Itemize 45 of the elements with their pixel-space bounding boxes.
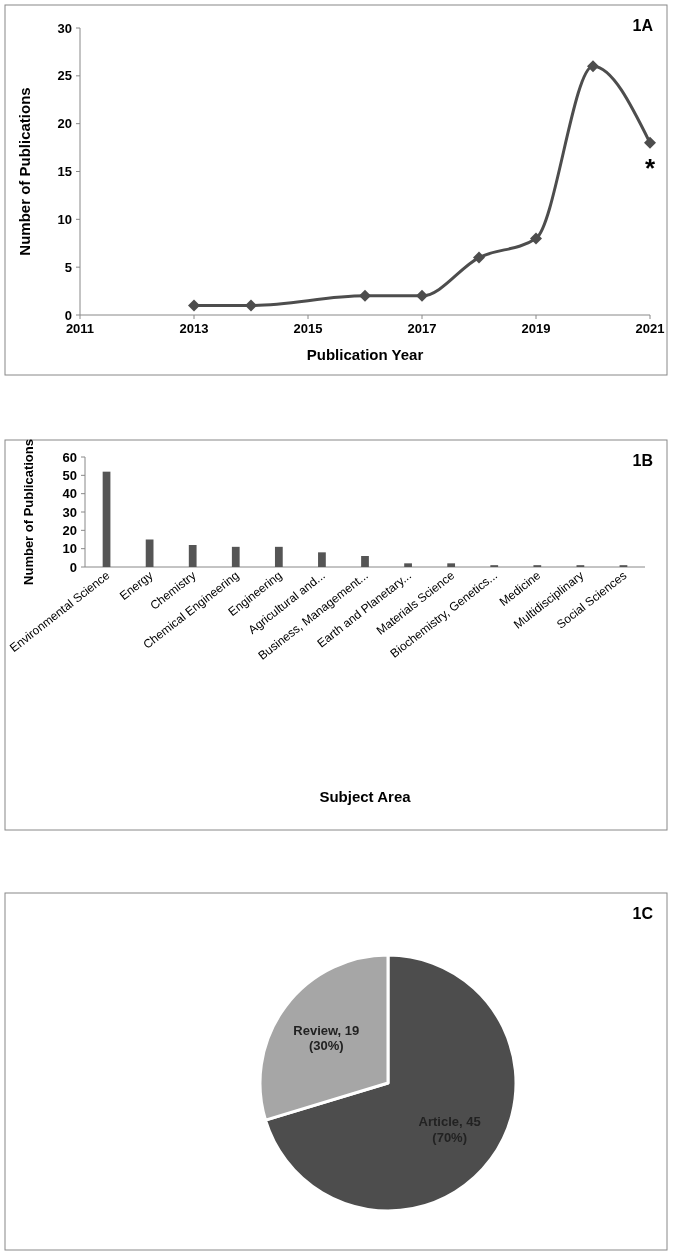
x-tick-label: 2021	[635, 321, 665, 336]
y-tick-label: 40	[62, 486, 77, 502]
y-tick-label: 0	[64, 307, 72, 323]
x-tick-label: 2015	[293, 321, 323, 336]
bar	[318, 552, 326, 567]
text: 1C	[632, 905, 654, 922]
point	[587, 60, 599, 73]
y-tick-label: 30	[57, 20, 72, 36]
y-tick-label: 30	[62, 504, 77, 520]
bar	[102, 471, 111, 567]
x-tick-label: 2017	[407, 321, 437, 336]
chart-title: 1B	[632, 452, 653, 469]
chart-title: 1A	[632, 17, 654, 34]
bar	[188, 545, 197, 567]
point	[416, 289, 428, 302]
y-axis-title: Number of Publications	[21, 439, 36, 585]
y-axis-title: Number of Publications	[16, 87, 33, 256]
point	[644, 136, 656, 149]
y-tick-label: 60	[62, 449, 77, 465]
x-tick-label: 2019	[521, 321, 551, 336]
bar	[361, 556, 369, 567]
y-tick-label: 0	[69, 559, 77, 575]
point	[359, 289, 371, 302]
x-axis-title: Publication Year	[306, 346, 424, 363]
y-tick-label: 5	[64, 259, 72, 275]
x-tick-label: 2011	[65, 321, 95, 336]
slice-label: Review, 19 (30%)	[293, 1022, 360, 1054]
y-tick-label: 20	[57, 116, 72, 132]
point	[473, 251, 485, 264]
bar	[404, 563, 412, 567]
y-tick-label: 50	[62, 467, 77, 483]
bar	[231, 546, 240, 567]
x-tick-label: 2013	[179, 321, 209, 336]
annotation: *	[644, 152, 656, 183]
y-tick-label: 10	[57, 211, 72, 227]
y-tick-label: 15	[57, 164, 72, 180]
bar	[447, 563, 456, 567]
point	[530, 232, 542, 245]
y-tick-label: 25	[57, 68, 72, 84]
y-tick-label: 20	[62, 522, 77, 538]
point	[245, 299, 257, 312]
point	[188, 299, 200, 312]
bar	[274, 546, 283, 567]
y-tick-label: 10	[62, 541, 77, 557]
x-axis-title: Subject Area	[319, 788, 412, 805]
